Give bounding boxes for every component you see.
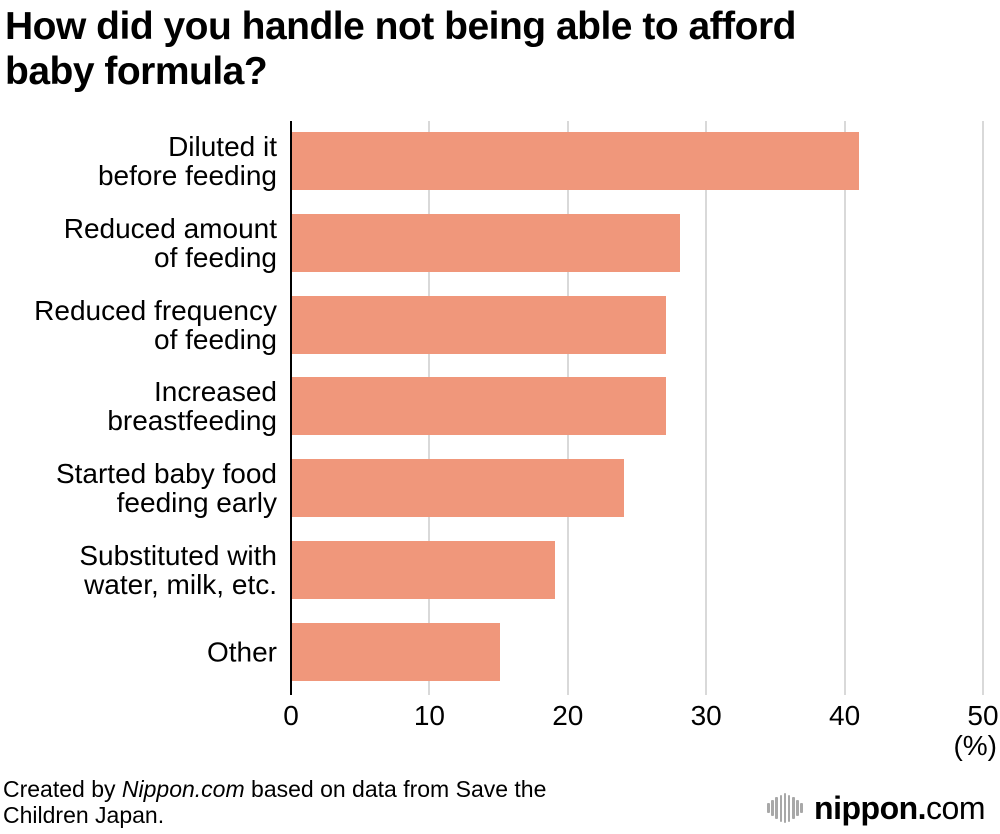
x-tick-label-0: 0 xyxy=(283,700,299,731)
gridline-x-30 xyxy=(705,121,708,695)
credit-suffix: based on data from Save the xyxy=(244,776,547,802)
credit-line2: Children Japan. xyxy=(3,802,165,828)
x-tick-label-50: 50 xyxy=(967,700,999,731)
x-tick-label-40: 40 xyxy=(829,700,861,731)
nippon-logo-wordmark: nippon.com xyxy=(814,792,985,824)
plot-area xyxy=(290,121,984,695)
category-label-4: Increased breastfeeding xyxy=(107,376,277,437)
y-axis-line xyxy=(290,121,292,695)
bar-5 xyxy=(292,459,625,518)
logo-text-dot: . xyxy=(917,790,927,826)
bar-3 xyxy=(292,295,666,354)
category-label-1: Diluted it before feeding xyxy=(97,131,277,191)
chart-title: How did you handle not being able to aff… xyxy=(5,4,965,94)
category-label-3: Reduced frequency of feeding xyxy=(34,294,277,355)
credit-text: Created by Nippon.com based on data from… xyxy=(3,776,623,828)
gridline-x-40 xyxy=(843,121,846,695)
category-label-2: Reduced amount of feeding xyxy=(63,212,277,273)
logo-text-com: com xyxy=(926,790,985,826)
chart-title-line1: How did you handle not being able to aff… xyxy=(5,5,796,48)
category-label-6: Substituted with water, milk, etc. xyxy=(79,540,277,601)
credit-prefix: Created by xyxy=(3,776,122,802)
category-label-5: Started baby food feeding early xyxy=(55,458,277,519)
bar-7 xyxy=(292,622,500,681)
category-label-7: Other xyxy=(206,636,277,668)
bar-1 xyxy=(292,132,860,190)
x-axis-unit-label: (%) xyxy=(953,730,997,761)
x-tick-label-30: 30 xyxy=(690,700,722,731)
soundwave-bars-icon xyxy=(766,793,804,823)
bar-4 xyxy=(292,377,666,436)
bar-2 xyxy=(292,213,680,272)
x-tick-label-10: 10 xyxy=(413,700,445,731)
gridline-x-50 xyxy=(982,121,984,695)
category-labels: Diluted it before feeding Reduced amount of… xyxy=(0,121,277,693)
logo-text-nippon: nippon xyxy=(814,790,918,826)
x-tick-label-20: 20 xyxy=(552,700,584,731)
credit-brand: Nippon.com xyxy=(121,776,245,802)
nippon-logo: nippon.com xyxy=(766,789,985,827)
bar-6 xyxy=(292,541,555,600)
chart-title-line2: baby formula? xyxy=(5,50,268,93)
